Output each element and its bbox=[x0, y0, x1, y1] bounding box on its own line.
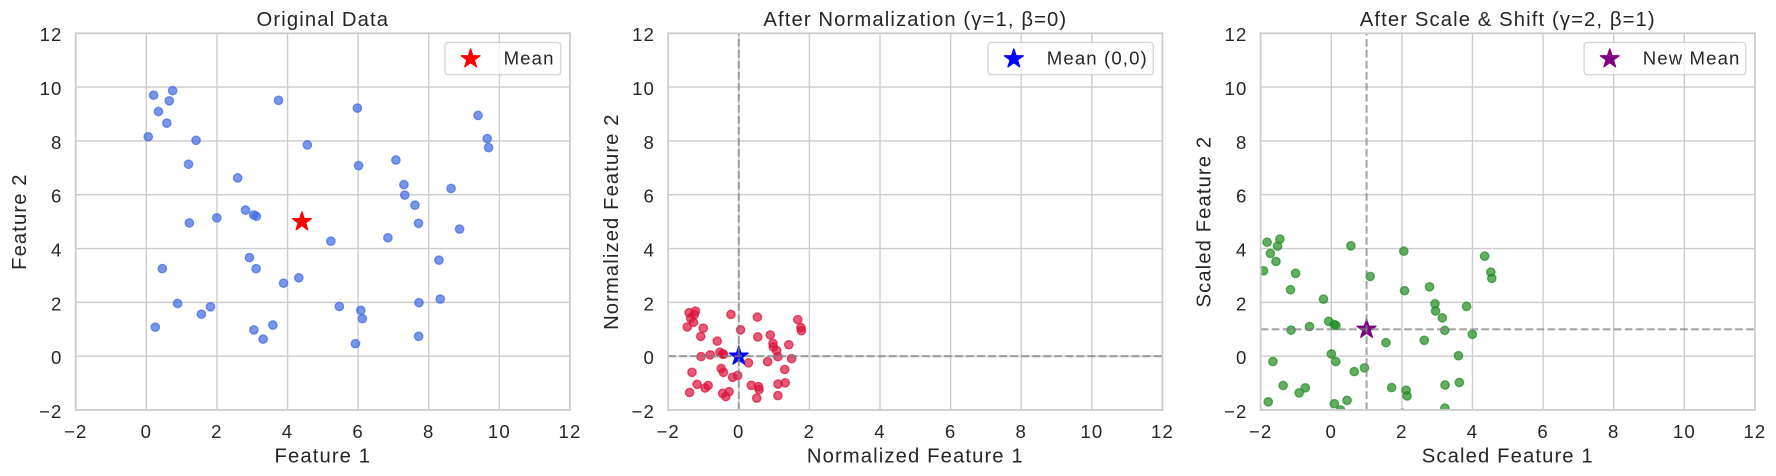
svg-text:12: 12 bbox=[559, 421, 582, 442]
svg-text:2: 2 bbox=[51, 293, 62, 314]
svg-text:Feature 2: Feature 2 bbox=[9, 173, 31, 269]
svg-text:2: 2 bbox=[804, 421, 815, 442]
svg-text:Mean (0,0): Mean (0,0) bbox=[1047, 48, 1148, 69]
svg-text:−2: −2 bbox=[39, 401, 62, 422]
svg-text:6: 6 bbox=[945, 421, 956, 442]
svg-text:0: 0 bbox=[51, 347, 62, 368]
svg-text:After Normalization (γ=1, β=0): After Normalization (γ=1, β=0) bbox=[763, 9, 1067, 31]
svg-text:8: 8 bbox=[1016, 421, 1027, 442]
svg-text:8: 8 bbox=[1608, 421, 1619, 442]
svg-text:2: 2 bbox=[644, 293, 655, 314]
svg-text:4: 4 bbox=[874, 421, 885, 442]
svg-text:10: 10 bbox=[488, 421, 511, 442]
svg-text:10: 10 bbox=[1225, 78, 1248, 99]
svg-text:0: 0 bbox=[644, 347, 655, 368]
svg-text:8: 8 bbox=[644, 132, 655, 153]
svg-text:12: 12 bbox=[632, 24, 655, 45]
svg-text:Scaled Feature 2: Scaled Feature 2 bbox=[1194, 136, 1216, 308]
svg-text:−2: −2 bbox=[632, 401, 655, 422]
svg-text:10: 10 bbox=[1080, 421, 1103, 442]
svg-text:10: 10 bbox=[40, 78, 63, 99]
svg-text:−2: −2 bbox=[656, 421, 679, 442]
svg-text:12: 12 bbox=[1225, 24, 1248, 45]
svg-text:12: 12 bbox=[1743, 421, 1766, 442]
svg-text:Original Data: Original Data bbox=[257, 9, 390, 31]
svg-text:After Scale & Shift (γ=2, β=1): After Scale & Shift (γ=2, β=1) bbox=[1360, 9, 1656, 31]
svg-text:2: 2 bbox=[1236, 293, 1247, 314]
svg-text:8: 8 bbox=[1236, 132, 1247, 153]
svg-text:0: 0 bbox=[733, 421, 744, 442]
svg-text:0: 0 bbox=[1236, 347, 1247, 368]
svg-text:4: 4 bbox=[51, 240, 62, 261]
svg-text:2: 2 bbox=[1396, 421, 1407, 442]
svg-text:Scaled Feature 1: Scaled Feature 1 bbox=[1422, 446, 1594, 468]
svg-text:0: 0 bbox=[1326, 421, 1337, 442]
svg-text:12: 12 bbox=[40, 24, 63, 45]
svg-text:6: 6 bbox=[1236, 186, 1247, 207]
svg-text:−2: −2 bbox=[64, 421, 87, 442]
svg-text:6: 6 bbox=[352, 421, 363, 442]
svg-text:8: 8 bbox=[51, 132, 62, 153]
svg-text:4: 4 bbox=[282, 421, 293, 442]
svg-text:8: 8 bbox=[423, 421, 434, 442]
svg-text:6: 6 bbox=[51, 186, 62, 207]
svg-text:4: 4 bbox=[644, 240, 655, 261]
svg-text:4: 4 bbox=[1236, 240, 1247, 261]
svg-text:6: 6 bbox=[1537, 421, 1548, 442]
svg-text:6: 6 bbox=[644, 186, 655, 207]
svg-text:New Mean: New Mean bbox=[1643, 48, 1741, 69]
svg-text:−2: −2 bbox=[1224, 401, 1247, 422]
svg-text:Normalized Feature 2: Normalized Feature 2 bbox=[601, 113, 623, 330]
svg-text:Mean: Mean bbox=[504, 48, 555, 69]
svg-text:Normalized Feature 1: Normalized Feature 1 bbox=[807, 446, 1024, 468]
svg-text:10: 10 bbox=[632, 78, 655, 99]
svg-text:4: 4 bbox=[1467, 421, 1478, 442]
svg-text:0: 0 bbox=[141, 421, 152, 442]
svg-text:Feature 1: Feature 1 bbox=[274, 446, 371, 468]
svg-text:12: 12 bbox=[1151, 421, 1174, 442]
svg-text:−2: −2 bbox=[1249, 421, 1272, 442]
svg-text:2: 2 bbox=[211, 421, 222, 442]
svg-text:10: 10 bbox=[1673, 421, 1696, 442]
